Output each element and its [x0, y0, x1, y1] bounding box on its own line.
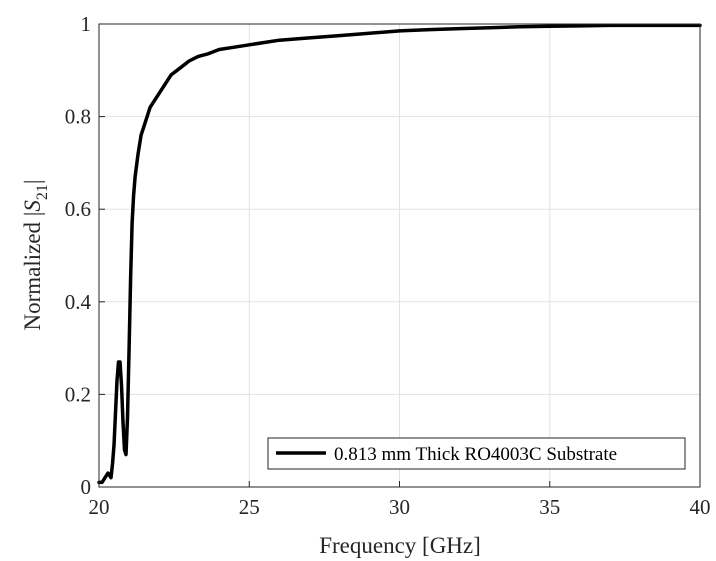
x-tick-label: 35: [539, 495, 560, 519]
y-tick-label: 0.4: [65, 290, 92, 314]
series-layer: [97, 23, 702, 485]
x-axis-title: Frequency [GHz]: [319, 533, 481, 558]
y-axis-title-suffix: |: [20, 179, 45, 184]
y-axis-title-var: S: [20, 200, 45, 212]
x-tick-label: 20: [89, 495, 110, 519]
y-tick-label: 0.2: [65, 382, 91, 406]
series-line: [97, 23, 702, 485]
y-tick-label: 1: [81, 12, 92, 36]
y-tick-label: 0.6: [65, 197, 91, 221]
y-tick-label: 0: [81, 475, 92, 499]
legend-box: [267, 437, 686, 470]
y-axis-title-prefix: Normalized |: [20, 212, 45, 331]
legend-label: 0.813 mm Thick RO4003C Substrate: [334, 444, 617, 465]
x-tick-label: 30: [389, 495, 410, 519]
y-axis-title: Normalized |S21|: [20, 179, 51, 330]
ticks: [98, 23, 701, 488]
y-axis-title-sub: 21: [34, 184, 51, 200]
x-tick-label: 40: [690, 495, 711, 519]
tick-labels: 20 25 30 35 40 0 0.2 0.4 0.6 0.8 1: [65, 12, 711, 519]
x-tick-label: 25: [239, 495, 260, 519]
legend: 0.813 mm Thick RO4003C Substrate: [267, 437, 686, 470]
y-tick-label: 0.8: [65, 105, 91, 129]
